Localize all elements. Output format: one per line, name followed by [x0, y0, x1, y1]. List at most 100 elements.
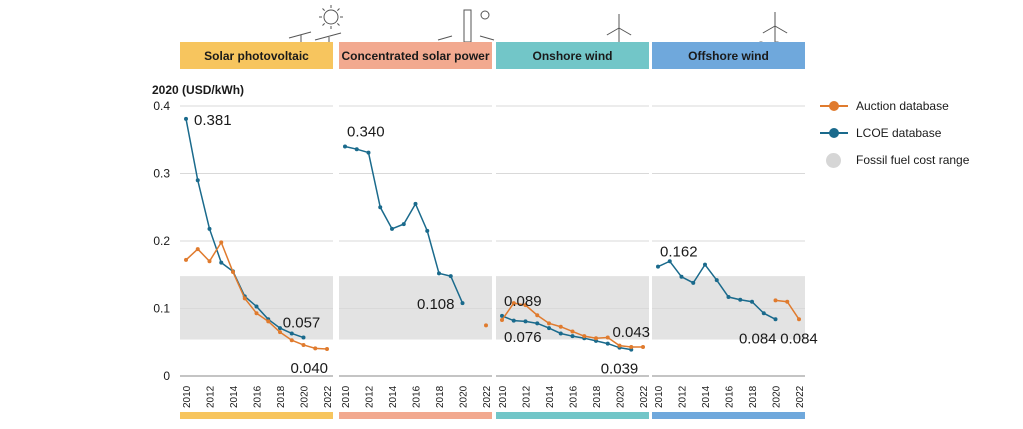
data-point: [437, 271, 441, 276]
x-tick-label: 2020: [459, 385, 470, 408]
data-point: [726, 295, 731, 300]
data-point: [289, 331, 294, 336]
heliostat-shape: [437, 35, 453, 41]
data-point: [570, 329, 575, 334]
sun-ray: [322, 23, 325, 26]
data-label: 0.084: [739, 330, 777, 347]
x-tick-label: 2022: [795, 385, 806, 408]
data-point: [703, 262, 707, 267]
panel-shape: [314, 32, 342, 41]
data-label: 0.084: [780, 330, 818, 347]
data-label: 0.340: [347, 124, 385, 141]
y-tick-label: 0.1: [153, 302, 170, 316]
x-tick-label: 2012: [678, 385, 689, 408]
data-point: [425, 228, 430, 233]
data-point: [535, 313, 540, 318]
data-label: 0.039: [601, 361, 639, 378]
data-point: [511, 301, 516, 306]
data-point: [761, 311, 766, 316]
data-point: [738, 297, 743, 302]
x-tick-label: 2020: [772, 385, 783, 408]
x-tick-label: 2016: [569, 385, 580, 408]
panel-header: [180, 42, 333, 69]
panel-3: Offshore wind 2010 2012 2014 2016 2018 2020 202…: [652, 12, 818, 419]
offshore-wind-turbine-icon: [756, 12, 790, 47]
data-point: [195, 247, 200, 252]
data-point: [582, 334, 587, 339]
panel-1: Concentrated solar power 2010 2012 2014 2016…: [339, 9, 495, 419]
x-tick-label: 2012: [522, 385, 533, 408]
x-tick-label: 2016: [253, 385, 264, 408]
data-point: [785, 299, 790, 304]
solar-panel-icon: [288, 5, 343, 42]
panel-title: Solar photovoltaic: [204, 49, 309, 63]
legend-line-symbol-auction: [820, 99, 848, 113]
panel-footer-bar: [339, 412, 492, 419]
panel-0: Solar photovoltaic 2010 2012 2014 2016 2018 20…: [180, 5, 343, 419]
legend-item-fossil: Fossil fuel cost range: [820, 146, 1020, 173]
panel-header: [339, 42, 492, 69]
data-point: [605, 341, 610, 346]
data-point: [254, 304, 259, 309]
data-point: [366, 150, 371, 155]
onshore-wind-turbine-icon: [606, 14, 632, 42]
data-point: [547, 326, 551, 331]
legend-label-auction: Auction database: [856, 98, 949, 113]
data-point: [691, 280, 696, 285]
data-label: 0.108: [417, 296, 455, 313]
data-point: [254, 311, 259, 316]
data-point: [773, 298, 778, 303]
sun-shape: [480, 10, 490, 20]
data-point: [656, 264, 660, 269]
turbine-blade: [618, 27, 632, 36]
data-point: [547, 321, 551, 326]
y-tick-label: 0: [163, 369, 170, 383]
x-tick-label: 2010: [182, 385, 193, 408]
data-label: 0.040: [290, 360, 328, 377]
x-tick-label: 2012: [365, 385, 376, 408]
x-tick-label: 2018: [748, 385, 759, 408]
y-axis: 0 0.1 0.2 0.3 0.4: [153, 99, 170, 383]
x-tick-label: 2022: [323, 385, 334, 408]
data-point: [523, 303, 528, 308]
tower-shape: [463, 9, 472, 43]
data-label: 0.089: [504, 293, 542, 310]
x-tick-label: 2012: [206, 385, 217, 408]
sun-ray: [337, 23, 340, 26]
data-point: [570, 334, 575, 339]
data-point: [750, 299, 754, 304]
data-point: [390, 226, 394, 231]
panel-shape: [288, 31, 312, 39]
data-point: [511, 318, 516, 323]
x-tick-label: 2022: [639, 385, 650, 408]
data-point: [278, 330, 282, 335]
data-point: [605, 335, 610, 340]
legend-label-lcoe: LCOE database: [856, 125, 942, 140]
panel-footer-bar: [180, 412, 333, 419]
data-label: 0.381: [194, 112, 232, 129]
data-point: [617, 343, 622, 348]
data-point: [343, 144, 347, 149]
x-tick-label: 2014: [545, 385, 556, 408]
x-tick-label: 2018: [435, 385, 446, 408]
data-point: [289, 338, 294, 343]
data-point: [184, 257, 188, 262]
legend-item-lcoe: LCOE database: [820, 119, 1020, 146]
sun-ray: [322, 8, 325, 11]
heliostat-shape: [479, 35, 495, 41]
data-point: [641, 344, 645, 349]
y-tick-label: 0.2: [153, 234, 170, 248]
data-point: [448, 274, 453, 279]
data-point: [401, 222, 406, 227]
x-tick-label: 2010: [341, 385, 352, 408]
turbine-blade: [762, 25, 776, 34]
legend-line-symbol-lcoe: [820, 126, 848, 140]
data-point: [535, 321, 540, 326]
data-point: [594, 336, 598, 341]
csp-tower-icon: [437, 9, 495, 43]
data-point: [207, 226, 212, 231]
data-point: [413, 201, 418, 206]
data-point: [667, 259, 672, 264]
x-tick-label: 2018: [276, 385, 287, 408]
